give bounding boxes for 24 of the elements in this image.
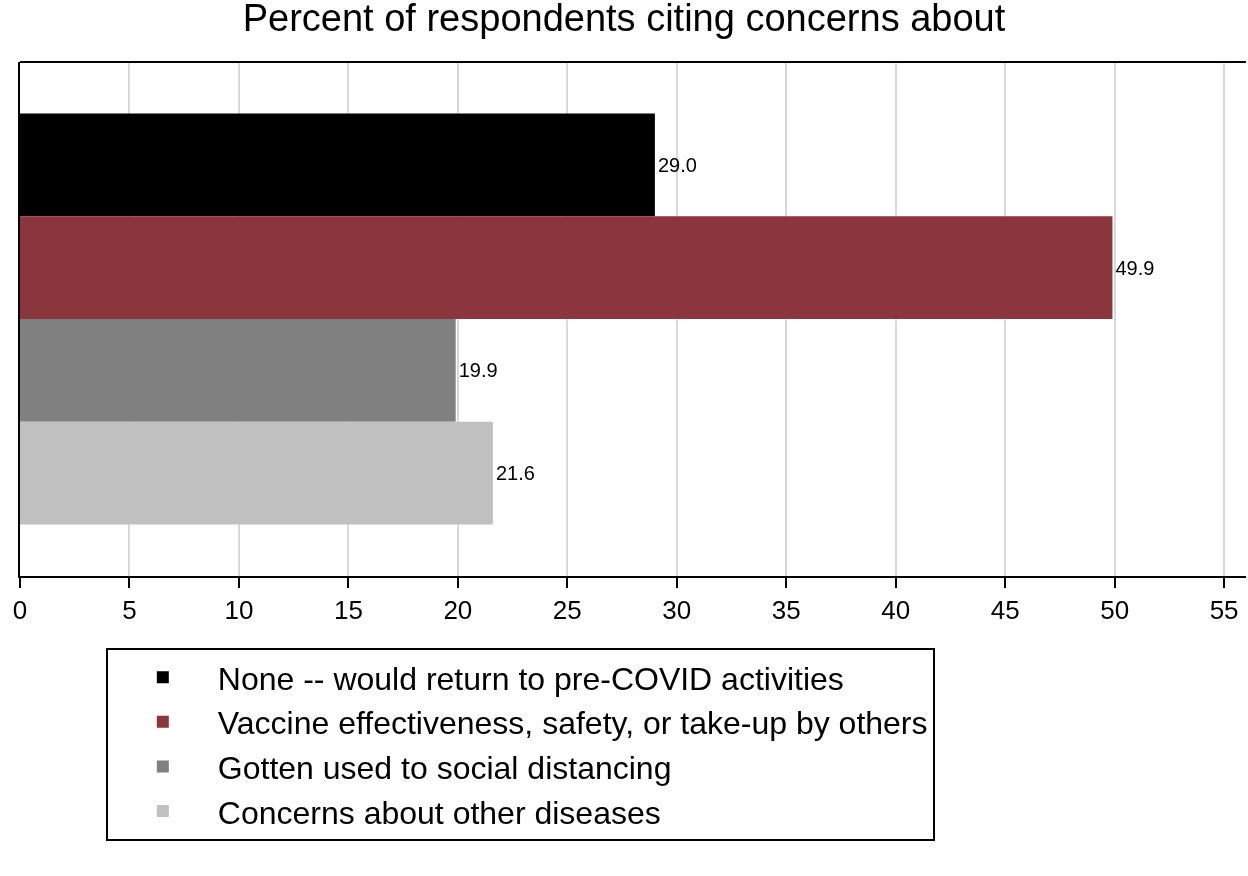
x-tick-label: 20 xyxy=(443,595,473,626)
data-label: 49.9 xyxy=(1115,256,1155,279)
legend-label: None -- would return to pre-COVID activities xyxy=(217,660,844,697)
x-tick-label: 5 xyxy=(122,595,137,626)
x-tick-label: 15 xyxy=(333,595,363,626)
data-label: 29.0 xyxy=(657,153,697,176)
data-label: 19.9 xyxy=(458,359,498,382)
x-tick-label: 30 xyxy=(662,595,692,626)
legend-label: Vaccine effectiveness, safety, or take-up by others xyxy=(217,705,928,742)
bar xyxy=(20,421,493,525)
x-tick-label: 35 xyxy=(771,595,801,626)
x-tick-label: 40 xyxy=(881,595,911,626)
data-label: 21.6 xyxy=(495,462,535,485)
x-tick-label: 45 xyxy=(990,595,1020,626)
chart-title: Percent of respondents citing concerns about xyxy=(242,0,1006,39)
x-tick-label: 25 xyxy=(552,595,582,626)
bar xyxy=(20,319,456,422)
x-tick-label: 50 xyxy=(1100,595,1130,626)
bar xyxy=(20,216,1113,319)
x-tick-label: 0 xyxy=(12,595,28,626)
legend-label: Concerns about other diseases xyxy=(217,794,661,831)
legend-label: Gotten used to social distancing xyxy=(217,749,672,786)
x-tick-label: 10 xyxy=(224,595,254,626)
x-tick-label: 55 xyxy=(1209,595,1239,626)
